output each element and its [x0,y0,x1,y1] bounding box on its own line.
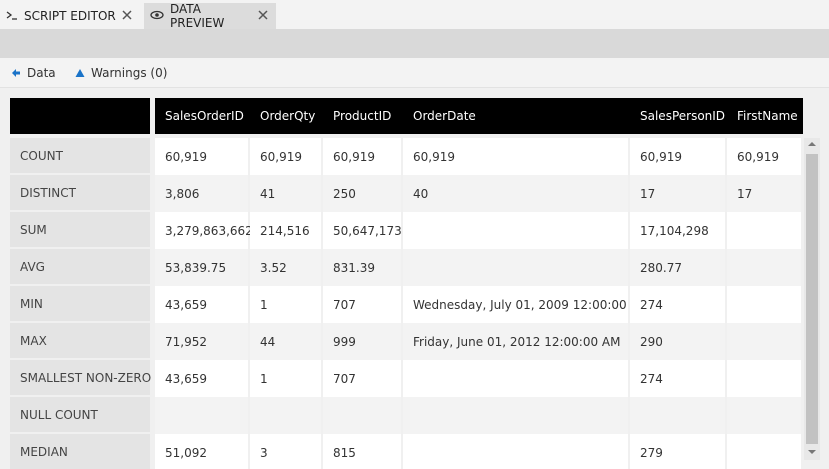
cell: 999 [323,323,401,360]
cell: 51,092 [155,434,248,469]
cell: 3,279,863,662 [155,212,253,249]
column-header[interactable]: SalesPersonID [630,98,727,134]
cell [250,397,321,434]
cell: 60,919 [727,138,801,175]
row-label: SMALLEST NON-ZERO [10,360,151,395]
cell: 60,919 [403,138,628,175]
warning-icon [75,69,85,77]
cell: 53,839.75 [155,249,248,286]
cell: 1 [250,360,321,397]
scroll-up[interactable] [808,141,816,147]
cell [630,397,725,434]
cell [403,434,628,469]
cell: 17 [630,175,725,212]
cell: 707 [323,286,401,323]
row-label: MEDIAN [10,434,150,469]
tab-close[interactable] [122,9,132,23]
cell: 71,952 [155,323,248,360]
row-label: SUM [10,212,150,247]
cell [155,397,248,434]
cell [403,249,628,286]
cell: 60,919 [250,138,321,175]
back-button[interactable]: Data [11,58,56,88]
cell: 831.39 [323,249,401,286]
cell: 707 [323,360,401,397]
tab-icon [150,9,164,24]
cell: 43,659 [155,360,248,397]
cell [727,323,801,360]
cell: 290 [630,323,725,360]
tab-bar: SCRIPT EDITOR DATA PREVIEW [0,0,829,30]
column-header[interactable]: SalesOrderID [155,98,250,134]
tab[interactable]: DATA PREVIEW [144,2,276,30]
cell [727,434,801,469]
cell: 43,659 [155,286,248,323]
back-icon [12,69,20,77]
tab-label: SCRIPT EDITOR [24,9,116,23]
column-header[interactable]: OrderDate [403,98,630,134]
toolbar: Data Warnings (0) [0,58,829,88]
cell [727,249,801,286]
cell: 214,516 [250,212,321,249]
cell: 279 [630,434,725,469]
cell: Friday, June 01, 2012 12:00:00 AM [403,323,628,360]
row-label: COUNT [10,138,150,173]
cell [727,360,801,397]
tab-band [0,29,829,58]
cell [727,397,801,434]
cell: 250 [323,175,401,212]
header-corner [10,98,150,134]
cell: 1 [250,286,321,323]
cell [323,397,401,434]
column-header[interactable]: OrderQty [250,98,323,134]
cell: 40 [403,175,628,212]
cell: 44 [250,323,321,360]
cell: 60,919 [323,138,401,175]
cell: 17 [727,175,801,212]
column-header[interactable]: ProductID [323,98,403,134]
summary-grid: SalesOrderID OrderQty ProductID OrderDate Sa… [10,98,805,469]
cell: 3.52 [250,249,321,286]
cell [403,397,628,434]
scroll-down[interactable] [808,449,816,455]
tab-icon [6,9,18,24]
cell [727,212,801,249]
row-label: DISTINCT [10,175,150,210]
cell: 274 [630,360,725,397]
cell [403,360,628,397]
tab[interactable]: SCRIPT EDITOR [0,3,140,29]
cell: 3 [250,434,321,469]
tab-label: DATA PREVIEW [170,2,225,30]
cell: 280.77 [630,249,725,286]
back-label: Data [27,66,56,80]
warnings-label: Warnings (0) [91,66,168,80]
cell: 50,647,173 [323,212,402,249]
cell [403,212,628,249]
column-header[interactable]: FirstName [727,98,803,134]
row-label: MIN [10,286,150,321]
warnings-button[interactable]: Warnings (0) [75,58,167,88]
cell: Wednesday, July 01, 2009 12:00:00 AM [403,286,649,323]
scroll-thumb[interactable] [806,154,818,444]
row-label: NULL COUNT [10,397,150,432]
cell: 60,919 [155,138,248,175]
cell: 3,806 [155,175,248,212]
cell: 815 [323,434,401,469]
row-label: AVG [10,249,150,284]
cell [727,286,801,323]
cell: 41 [250,175,321,212]
cell: 17,104,298 [630,212,725,249]
tab-close[interactable] [258,9,268,23]
cell: 60,919 [630,138,725,175]
cell: 274 [630,286,725,323]
row-label: MAX [10,323,150,358]
